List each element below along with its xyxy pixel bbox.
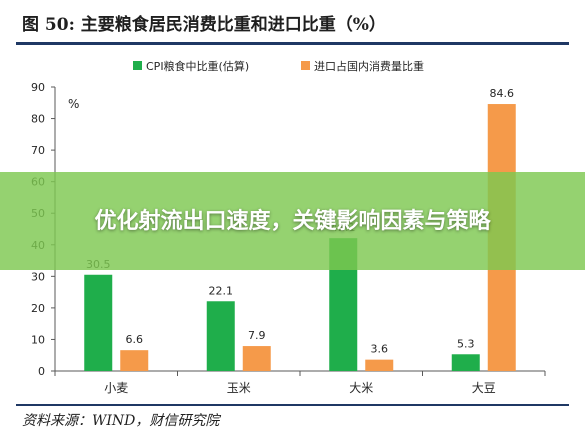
- y-tick-label: 30: [31, 270, 45, 283]
- page-title: 图 50: 主要粮食居民消费比重和进口比重（%）: [22, 15, 386, 35]
- headline-text: 优化射流出口速度，关键影响因素与策略: [94, 208, 491, 234]
- y-unit-label: %: [68, 97, 79, 111]
- source-note: 资料来源：WIND，财信研究院: [22, 413, 220, 429]
- bar-cpi: [206, 301, 235, 371]
- bar-cpi: [451, 354, 480, 371]
- bar-import: [365, 359, 394, 371]
- x-category-labels: 小麦 玉米 大米 大豆: [54, 371, 546, 395]
- y-tick-label: 80: [31, 113, 45, 126]
- y-tick-label: 10: [31, 333, 45, 346]
- bar-import: [242, 346, 271, 371]
- title-divider: [16, 42, 569, 45]
- y-tick-label: 70: [31, 144, 45, 157]
- data-label: 7.9: [248, 329, 266, 342]
- legend-label: CPI粮食中比重(估算): [146, 59, 249, 73]
- data-label: 5.3: [457, 337, 475, 350]
- source-divider: [16, 404, 569, 406]
- data-label: 22.1: [209, 284, 234, 297]
- legend-label: 进口占国内消费量比重: [314, 59, 424, 73]
- data-label: 6.6: [126, 333, 144, 346]
- legend-swatch: [301, 61, 310, 70]
- x-category-label: 小麦: [104, 381, 128, 395]
- headline-banner: 优化射流出口速度，关键影响因素与策略: [0, 172, 585, 270]
- x-category-label: 大米: [349, 381, 373, 395]
- data-label: 3.6: [371, 343, 389, 356]
- bar-cpi: [84, 274, 113, 371]
- bar-import: [120, 350, 149, 371]
- y-tick-label: 90: [31, 81, 45, 94]
- y-tick-label: 20: [31, 302, 45, 315]
- x-category-label: 大豆: [472, 381, 496, 395]
- x-category-label: 玉米: [227, 381, 251, 395]
- y-tick-label: 0: [38, 365, 45, 378]
- data-label: 84.6: [490, 87, 515, 100]
- legend: CPI粮食中比重(估算) 进口占国内消费量比重: [133, 59, 424, 73]
- legend-swatch: [133, 61, 142, 70]
